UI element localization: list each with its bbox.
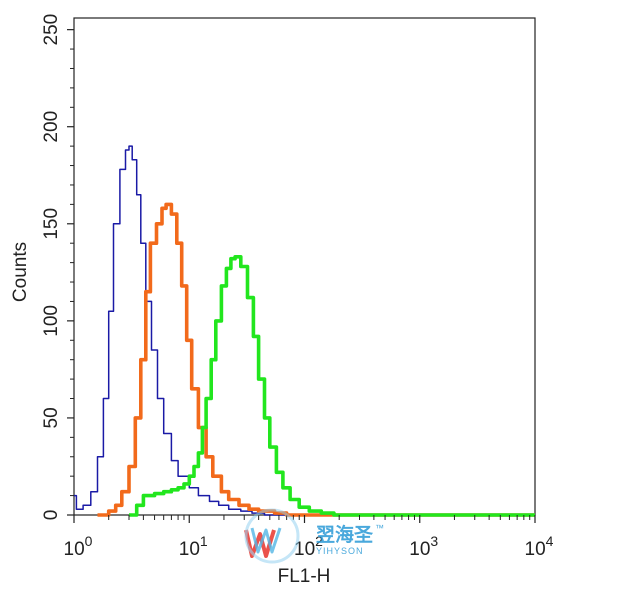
x-tick-label: 103 [409, 533, 438, 560]
watermark-cn-text: 翌海圣 [316, 523, 374, 546]
plot-frame [73, 17, 536, 516]
y-tick-label: 200 [41, 111, 62, 143]
y-tick-label: 0 [41, 510, 62, 521]
series-3-line [129, 255, 535, 517]
series-1-line [74, 145, 535, 516]
series-layer [74, 145, 535, 517]
watermark-en-text: YIHYSON [316, 546, 364, 556]
y-tick-label: 150 [41, 208, 62, 240]
x-axis-label: FL1-H [278, 566, 331, 587]
y-axis-ticks: 0 50 100 150 200 250 [41, 14, 74, 520]
y-tick-label: 250 [41, 14, 62, 46]
x-tick-label: 101 [179, 533, 208, 560]
x-axis-ticks: 100 101 102 103 104 [64, 515, 554, 560]
watermark-tm: ™ [375, 523, 385, 533]
watermark-logo: 翌海圣 ™ YIHYSON [244, 508, 385, 564]
series-2-line [97, 202, 535, 517]
x-tick-label: 104 [525, 533, 554, 560]
x-tick-label: 100 [64, 533, 93, 560]
y-tick-label: 100 [41, 305, 62, 337]
x-tick-label: 102 [294, 533, 323, 560]
y-tick-label: 50 [41, 407, 62, 428]
y-axis-label: Counts [10, 242, 31, 302]
